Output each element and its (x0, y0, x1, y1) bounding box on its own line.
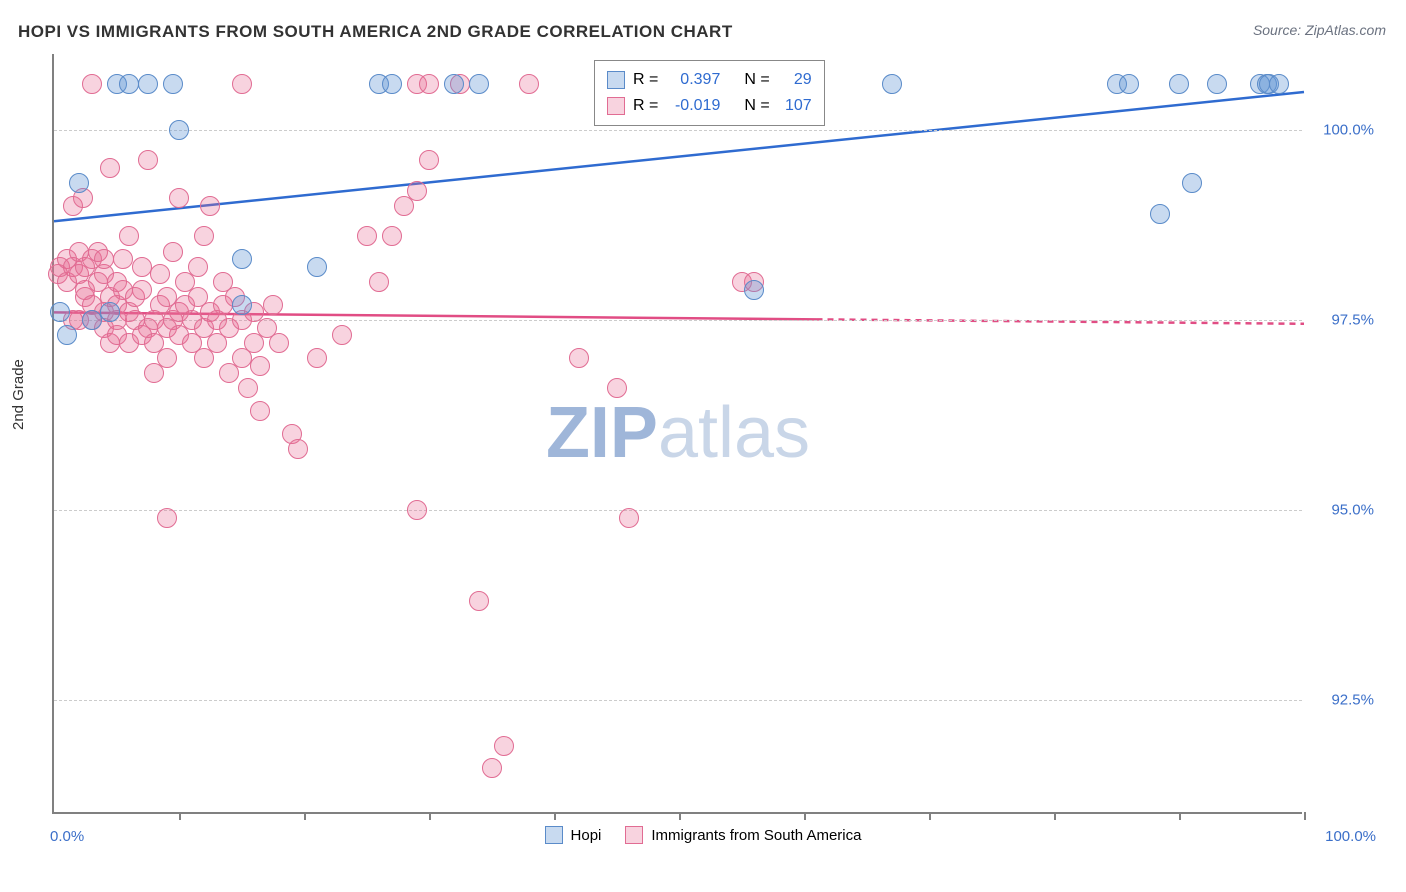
scatter-point (1150, 204, 1170, 224)
scatter-point (607, 378, 627, 398)
y-tick-label: 95.0% (1331, 502, 1374, 519)
scatter-point (494, 736, 514, 756)
chart-container: HOPI VS IMMIGRANTS FROM SOUTH AMERICA 2N… (0, 0, 1406, 892)
scatter-point (1169, 74, 1189, 94)
scatter-point (163, 74, 183, 94)
scatter-point (232, 74, 252, 94)
x-tick (804, 812, 806, 820)
scatter-point (169, 120, 189, 140)
scatter-point (419, 74, 439, 94)
y-tick-label: 97.5% (1331, 312, 1374, 329)
legend-bottom: Hopi Immigrants from South America (0, 826, 1406, 844)
scatter-point (100, 158, 120, 178)
scatter-point (113, 249, 133, 269)
scatter-point (188, 257, 208, 277)
chart-title: HOPI VS IMMIGRANTS FROM SOUTH AMERICA 2N… (18, 22, 733, 42)
scatter-point (882, 74, 902, 94)
x-tick (179, 812, 181, 820)
x-tick (304, 812, 306, 820)
scatter-point (407, 500, 427, 520)
scatter-point (307, 257, 327, 277)
scatter-point (369, 272, 389, 292)
y-axis-title: 2nd Grade (10, 359, 27, 430)
chart-svg-layer (54, 54, 1302, 812)
scatter-point (157, 348, 177, 368)
scatter-point (269, 333, 289, 353)
x-tick (429, 812, 431, 820)
scatter-point (250, 401, 270, 421)
x-tick (679, 812, 681, 820)
scatter-point (482, 758, 502, 778)
scatter-point (138, 150, 158, 170)
x-tick (1054, 812, 1056, 820)
legend-label-hopi: Hopi (571, 827, 602, 844)
scatter-point (157, 508, 177, 528)
scatter-point (357, 226, 377, 246)
scatter-point (1119, 74, 1139, 94)
scatter-point (119, 74, 139, 94)
scatter-point (419, 150, 439, 170)
scatter-point (250, 356, 270, 376)
scatter-point (163, 242, 183, 262)
scatter-point (1182, 173, 1202, 193)
trend-line (54, 92, 1304, 221)
scatter-point (69, 173, 89, 193)
scatter-point (50, 302, 70, 322)
legend-swatch-imm (625, 826, 643, 844)
scatter-point (150, 264, 170, 284)
scatter-point (519, 74, 539, 94)
gridline (54, 130, 1302, 131)
scatter-point (194, 226, 214, 246)
scatter-point (119, 226, 139, 246)
scatter-point (1269, 74, 1289, 94)
legend-label-imm: Immigrants from South America (651, 827, 861, 844)
scatter-point (138, 74, 158, 94)
legend-swatch-hopi (545, 826, 563, 844)
scatter-point (619, 508, 639, 528)
scatter-point (94, 249, 114, 269)
scatter-point (407, 181, 427, 201)
x-tick (554, 812, 556, 820)
source-attribution: Source: ZipAtlas.com (1253, 22, 1386, 38)
y-tick-label: 92.5% (1331, 692, 1374, 709)
gridline (54, 510, 1302, 511)
x-tick (1179, 812, 1181, 820)
x-tick (929, 812, 931, 820)
scatter-point (382, 74, 402, 94)
scatter-point (232, 295, 252, 315)
scatter-point (469, 74, 489, 94)
scatter-point (200, 196, 220, 216)
scatter-point (263, 295, 283, 315)
scatter-point (82, 310, 102, 330)
scatter-point (169, 188, 189, 208)
scatter-point (288, 439, 308, 459)
scatter-point (132, 257, 152, 277)
scatter-point (332, 325, 352, 345)
scatter-point (307, 348, 327, 368)
scatter-point (238, 378, 258, 398)
scatter-point (100, 302, 120, 322)
scatter-point (382, 226, 402, 246)
legend-item-imm: Immigrants from South America (625, 826, 861, 844)
scatter-point (469, 591, 489, 611)
scatter-point (1207, 74, 1227, 94)
scatter-point (232, 249, 252, 269)
gridline (54, 700, 1302, 701)
x-tick (1304, 812, 1306, 820)
y-tick-label: 100.0% (1323, 122, 1374, 139)
plot-area: ZIPatlas R = 0.397 N = 29 R = -0.019 N =… (52, 54, 1302, 814)
scatter-point (132, 280, 152, 300)
legend-item-hopi: Hopi (545, 826, 602, 844)
scatter-point (82, 74, 102, 94)
scatter-point (744, 280, 764, 300)
scatter-point (57, 325, 77, 345)
scatter-point (569, 348, 589, 368)
scatter-point (444, 74, 464, 94)
